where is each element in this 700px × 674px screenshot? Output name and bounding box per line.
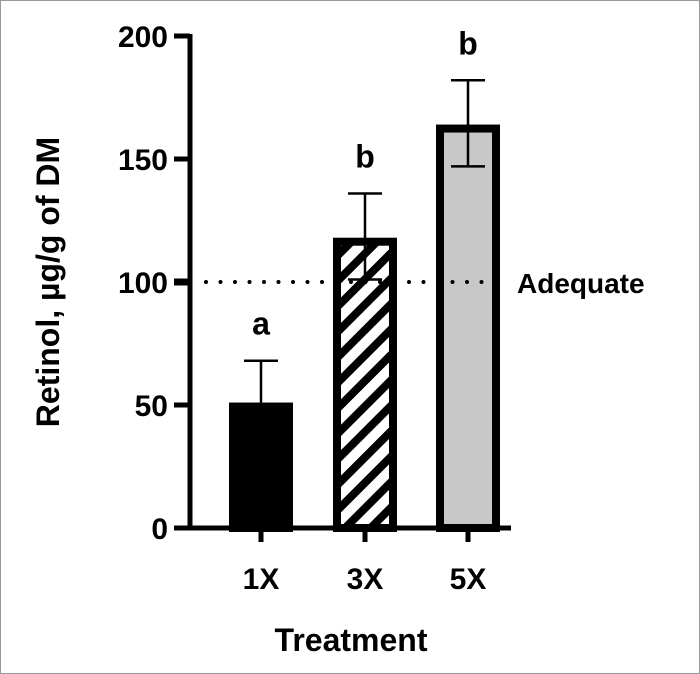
- y-tick-label: 100: [118, 267, 168, 300]
- reference-line-label: Adequate: [517, 268, 645, 299]
- bar-1X: [229, 402, 293, 533]
- x-tick-label: 1X: [243, 563, 280, 596]
- y-axis-label: Retinol, µg/g of DM: [30, 137, 66, 427]
- y-tick-label: 150: [118, 144, 168, 177]
- bar-3X: [333, 237, 397, 532]
- significance-letter: a: [252, 306, 270, 342]
- significance-letter: b: [458, 25, 478, 61]
- x-axis-label: Treatment: [275, 622, 428, 658]
- x-tick-label: 3X: [347, 563, 384, 596]
- y-tick-label: 200: [118, 21, 168, 54]
- y-tick-label: 0: [151, 513, 168, 546]
- bar-5X: [436, 124, 500, 532]
- x-tick-label: 5X: [450, 563, 487, 596]
- y-tick-label: 50: [135, 390, 168, 423]
- significance-letter: b: [355, 138, 375, 174]
